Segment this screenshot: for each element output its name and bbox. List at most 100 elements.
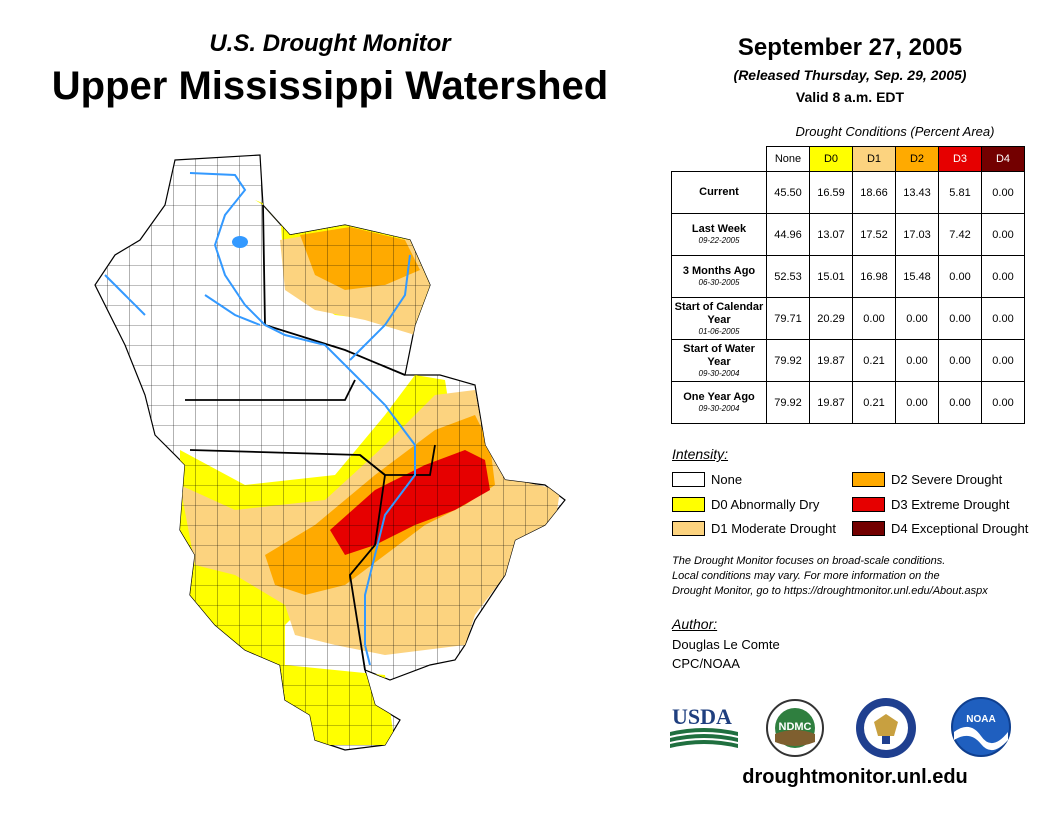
table-cell: 15.48: [895, 255, 939, 298]
table-cell: 0.00: [938, 297, 982, 340]
website-link[interactable]: droughtmonitor.unl.edu: [742, 766, 968, 788]
table-cell: 0.00: [981, 339, 1025, 382]
noaa-logo-text: NOAA: [966, 714, 995, 725]
lake-icon: [232, 236, 248, 248]
legend-swatch: [852, 521, 885, 536]
table-cell: 0.00: [938, 381, 982, 424]
row-date: 09-30-2004: [698, 404, 740, 413]
row-date: 06-30-2005: [698, 278, 740, 287]
table-cell: 18.66: [852, 171, 896, 214]
table-row: 3 Months Ago 06-30-2005 52.53 15.01 16.98…: [671, 255, 1025, 298]
column-header-d0: D0: [809, 146, 853, 172]
table-cell: 20.29: [809, 297, 853, 340]
table-row: Last Week 09-22-2005 44.96 13.07 17.52 17…: [671, 213, 1025, 256]
table-cell: 45.50: [766, 171, 810, 214]
legend-label: D4 Exceptional Drought: [891, 521, 1029, 536]
table-cell: 44.96: [766, 213, 810, 256]
map-date: September 27, 2005: [737, 34, 963, 61]
noaa-logo: NOAA: [951, 697, 1011, 757]
state-boundaries: [185, 204, 436, 671]
release-date: (Released Thursday, Sep. 29, 2005): [733, 67, 967, 83]
note-line: Local conditions may vary. For more info…: [672, 570, 940, 582]
usda-logo: USDA: [670, 704, 738, 748]
table-cell: 0.21: [852, 339, 896, 382]
row-label: One Year Ago 09-30-2004: [671, 381, 767, 424]
table-cell: 17.52: [852, 213, 896, 256]
table-cell: 0.00: [981, 255, 1025, 298]
table-cell: 0.00: [895, 339, 939, 382]
row-label: 3 Months Ago 06-30-2005: [671, 255, 767, 298]
ndmc-logo: NDMC: [766, 699, 824, 757]
column-header-d3: D3: [938, 146, 982, 172]
table-cell: 0.00: [938, 255, 982, 298]
row-label: Last Week 09-22-2005: [671, 213, 767, 256]
row-label: Start of Water Year 09-30-2004: [671, 339, 767, 382]
table-cell: 15.01: [809, 255, 853, 298]
county-lines: [95, 155, 565, 750]
table-cell: 0.00: [938, 339, 982, 382]
table-caption: Drought Conditions (Percent Area): [795, 124, 995, 139]
table-header-row: None D0 D1 D2 D3 D4: [672, 146, 1025, 172]
table-cell: 52.53: [766, 255, 810, 298]
author-title: Author:: [672, 616, 718, 632]
table-cell: 0.00: [895, 381, 939, 424]
usda-logo-text: USDA: [672, 704, 732, 729]
table-cell: 0.21: [852, 381, 896, 424]
table-cell: 0.00: [981, 297, 1025, 340]
column-header-d2: D2: [895, 146, 939, 172]
legend-item-d1: D1 Moderate Drought: [672, 521, 836, 536]
table-cell: 16.98: [852, 255, 896, 298]
table-cell: 5.81: [938, 171, 982, 214]
author-org: CPC/NOAA: [672, 656, 740, 671]
table-cell: 0.00: [852, 297, 896, 340]
map-title: Upper Mississippi Watershed: [51, 64, 609, 108]
column-header-none: None: [766, 146, 810, 172]
table-cell: 19.87: [809, 381, 853, 424]
legend-item-d2: D2 Severe Drought: [852, 472, 1002, 487]
drought-map: [94, 154, 566, 751]
legend-label: None: [711, 472, 743, 487]
table-cell: 0.00: [895, 297, 939, 340]
table-cell: 16.59: [809, 171, 853, 214]
row-label: Current: [671, 171, 767, 214]
table-cell: 13.43: [895, 171, 939, 214]
table-cell: 79.92: [766, 381, 810, 424]
row-label: Start of Calendar Year 01-06-2005: [671, 297, 767, 340]
table-cell: 79.71: [766, 297, 810, 340]
ndmc-logo-text: NDMC: [779, 721, 812, 733]
table-row: Current 45.50 16.59 18.66 13.43 5.81 0.0…: [671, 171, 1025, 214]
legend-item-d3: D3 Extreme Drought: [852, 497, 1010, 512]
table-cell: 0.00: [981, 213, 1025, 256]
table-corner: [672, 147, 767, 172]
table-cell: 0.00: [981, 171, 1025, 214]
author-name: Douglas Le Comte: [672, 637, 780, 652]
rivers: [104, 172, 416, 666]
legend-label: D0 Abnormally Dry: [711, 497, 820, 512]
legend-label: D2 Severe Drought: [891, 472, 1003, 487]
legend-swatch: [852, 472, 885, 487]
map-subtitle: U.S. Drought Monitor: [209, 30, 451, 57]
table-row: Start of Water Year 09-30-2004 79.92 19.8…: [671, 339, 1025, 382]
legend-swatch: [672, 521, 705, 536]
legend-swatch: [672, 497, 705, 512]
drought-conditions-table: None D0 D1 D2 D3 D4 Current 45.50 16.59 …: [671, 146, 1025, 424]
table-cell: 7.42: [938, 213, 982, 256]
row-date: 09-22-2005: [698, 236, 740, 245]
table-cell: 79.92: [766, 339, 810, 382]
column-header-d4: D4: [981, 146, 1025, 172]
legend-label: D3 Extreme Drought: [891, 497, 1010, 512]
legend-item-d0: D0 Abnormally Dry: [672, 497, 819, 512]
row-date: 09-30-2004: [698, 368, 740, 378]
legend-label: D1 Moderate Drought: [711, 521, 837, 536]
note-line: The Drought Monitor focuses on broad-sca…: [672, 555, 946, 567]
commerce-seal-logo: [856, 698, 916, 758]
table-row: Start of Calendar Year 01-06-2005 79.71 2…: [671, 297, 1025, 340]
table-cell: 0.00: [981, 381, 1025, 424]
legend-title: Intensity:: [672, 446, 729, 462]
row-date: 01-06-2005: [698, 326, 740, 336]
valid-time: Valid 8 a.m. EDT: [795, 89, 905, 105]
note-line: Drought Monitor, go to https://droughtmo…: [672, 585, 988, 597]
table-cell: 19.87: [809, 339, 853, 382]
table-row: One Year Ago 09-30-2004 79.92 19.87 0.21 …: [671, 381, 1025, 424]
legend-swatch: [852, 497, 885, 512]
